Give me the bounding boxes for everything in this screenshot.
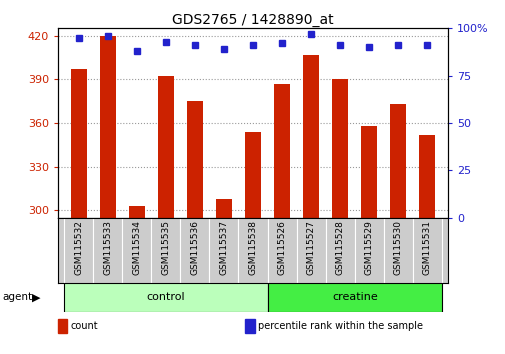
- Text: GSM115530: GSM115530: [393, 220, 402, 275]
- Bar: [383, 218, 412, 283]
- Text: GSM115536: GSM115536: [190, 220, 199, 275]
- Bar: [93, 218, 122, 283]
- Text: creatine: creatine: [331, 292, 377, 302]
- Bar: [244, 132, 261, 218]
- Bar: [267, 218, 296, 283]
- Text: GSM115531: GSM115531: [422, 220, 431, 275]
- Bar: [70, 69, 86, 218]
- Bar: [151, 218, 180, 283]
- Bar: [302, 55, 319, 218]
- Bar: [325, 218, 354, 283]
- Bar: [64, 218, 93, 283]
- Bar: [209, 218, 238, 283]
- Text: GSM115537: GSM115537: [219, 220, 228, 275]
- Text: control: control: [146, 292, 185, 302]
- Text: percentile rank within the sample: percentile rank within the sample: [258, 321, 422, 331]
- Text: GSM115528: GSM115528: [335, 220, 344, 275]
- Bar: [390, 104, 406, 218]
- Bar: [122, 218, 151, 283]
- Bar: [99, 36, 115, 218]
- Text: GSM115529: GSM115529: [364, 220, 373, 275]
- Text: GSM115538: GSM115538: [248, 220, 257, 275]
- Bar: [412, 218, 441, 283]
- Bar: [128, 206, 144, 218]
- Bar: [158, 76, 173, 218]
- Bar: [332, 79, 347, 218]
- Bar: [361, 126, 377, 218]
- Text: GSM115526: GSM115526: [277, 220, 286, 275]
- Text: GSM115535: GSM115535: [161, 220, 170, 275]
- Bar: [64, 283, 267, 312]
- Bar: [354, 218, 383, 283]
- Bar: [180, 218, 209, 283]
- Bar: [296, 218, 325, 283]
- Text: ▶: ▶: [32, 292, 40, 302]
- Bar: [267, 283, 441, 312]
- Bar: [216, 199, 231, 218]
- Text: agent: agent: [3, 292, 33, 302]
- Title: GDS2765 / 1428890_at: GDS2765 / 1428890_at: [172, 13, 333, 27]
- Bar: [238, 218, 267, 283]
- Text: GSM115532: GSM115532: [74, 220, 83, 275]
- Text: GSM115533: GSM115533: [103, 220, 112, 275]
- Text: GSM115527: GSM115527: [306, 220, 315, 275]
- Text: GSM115534: GSM115534: [132, 220, 141, 275]
- Bar: [274, 84, 289, 218]
- Bar: [419, 135, 435, 218]
- Bar: [186, 101, 203, 218]
- Text: count: count: [71, 321, 98, 331]
